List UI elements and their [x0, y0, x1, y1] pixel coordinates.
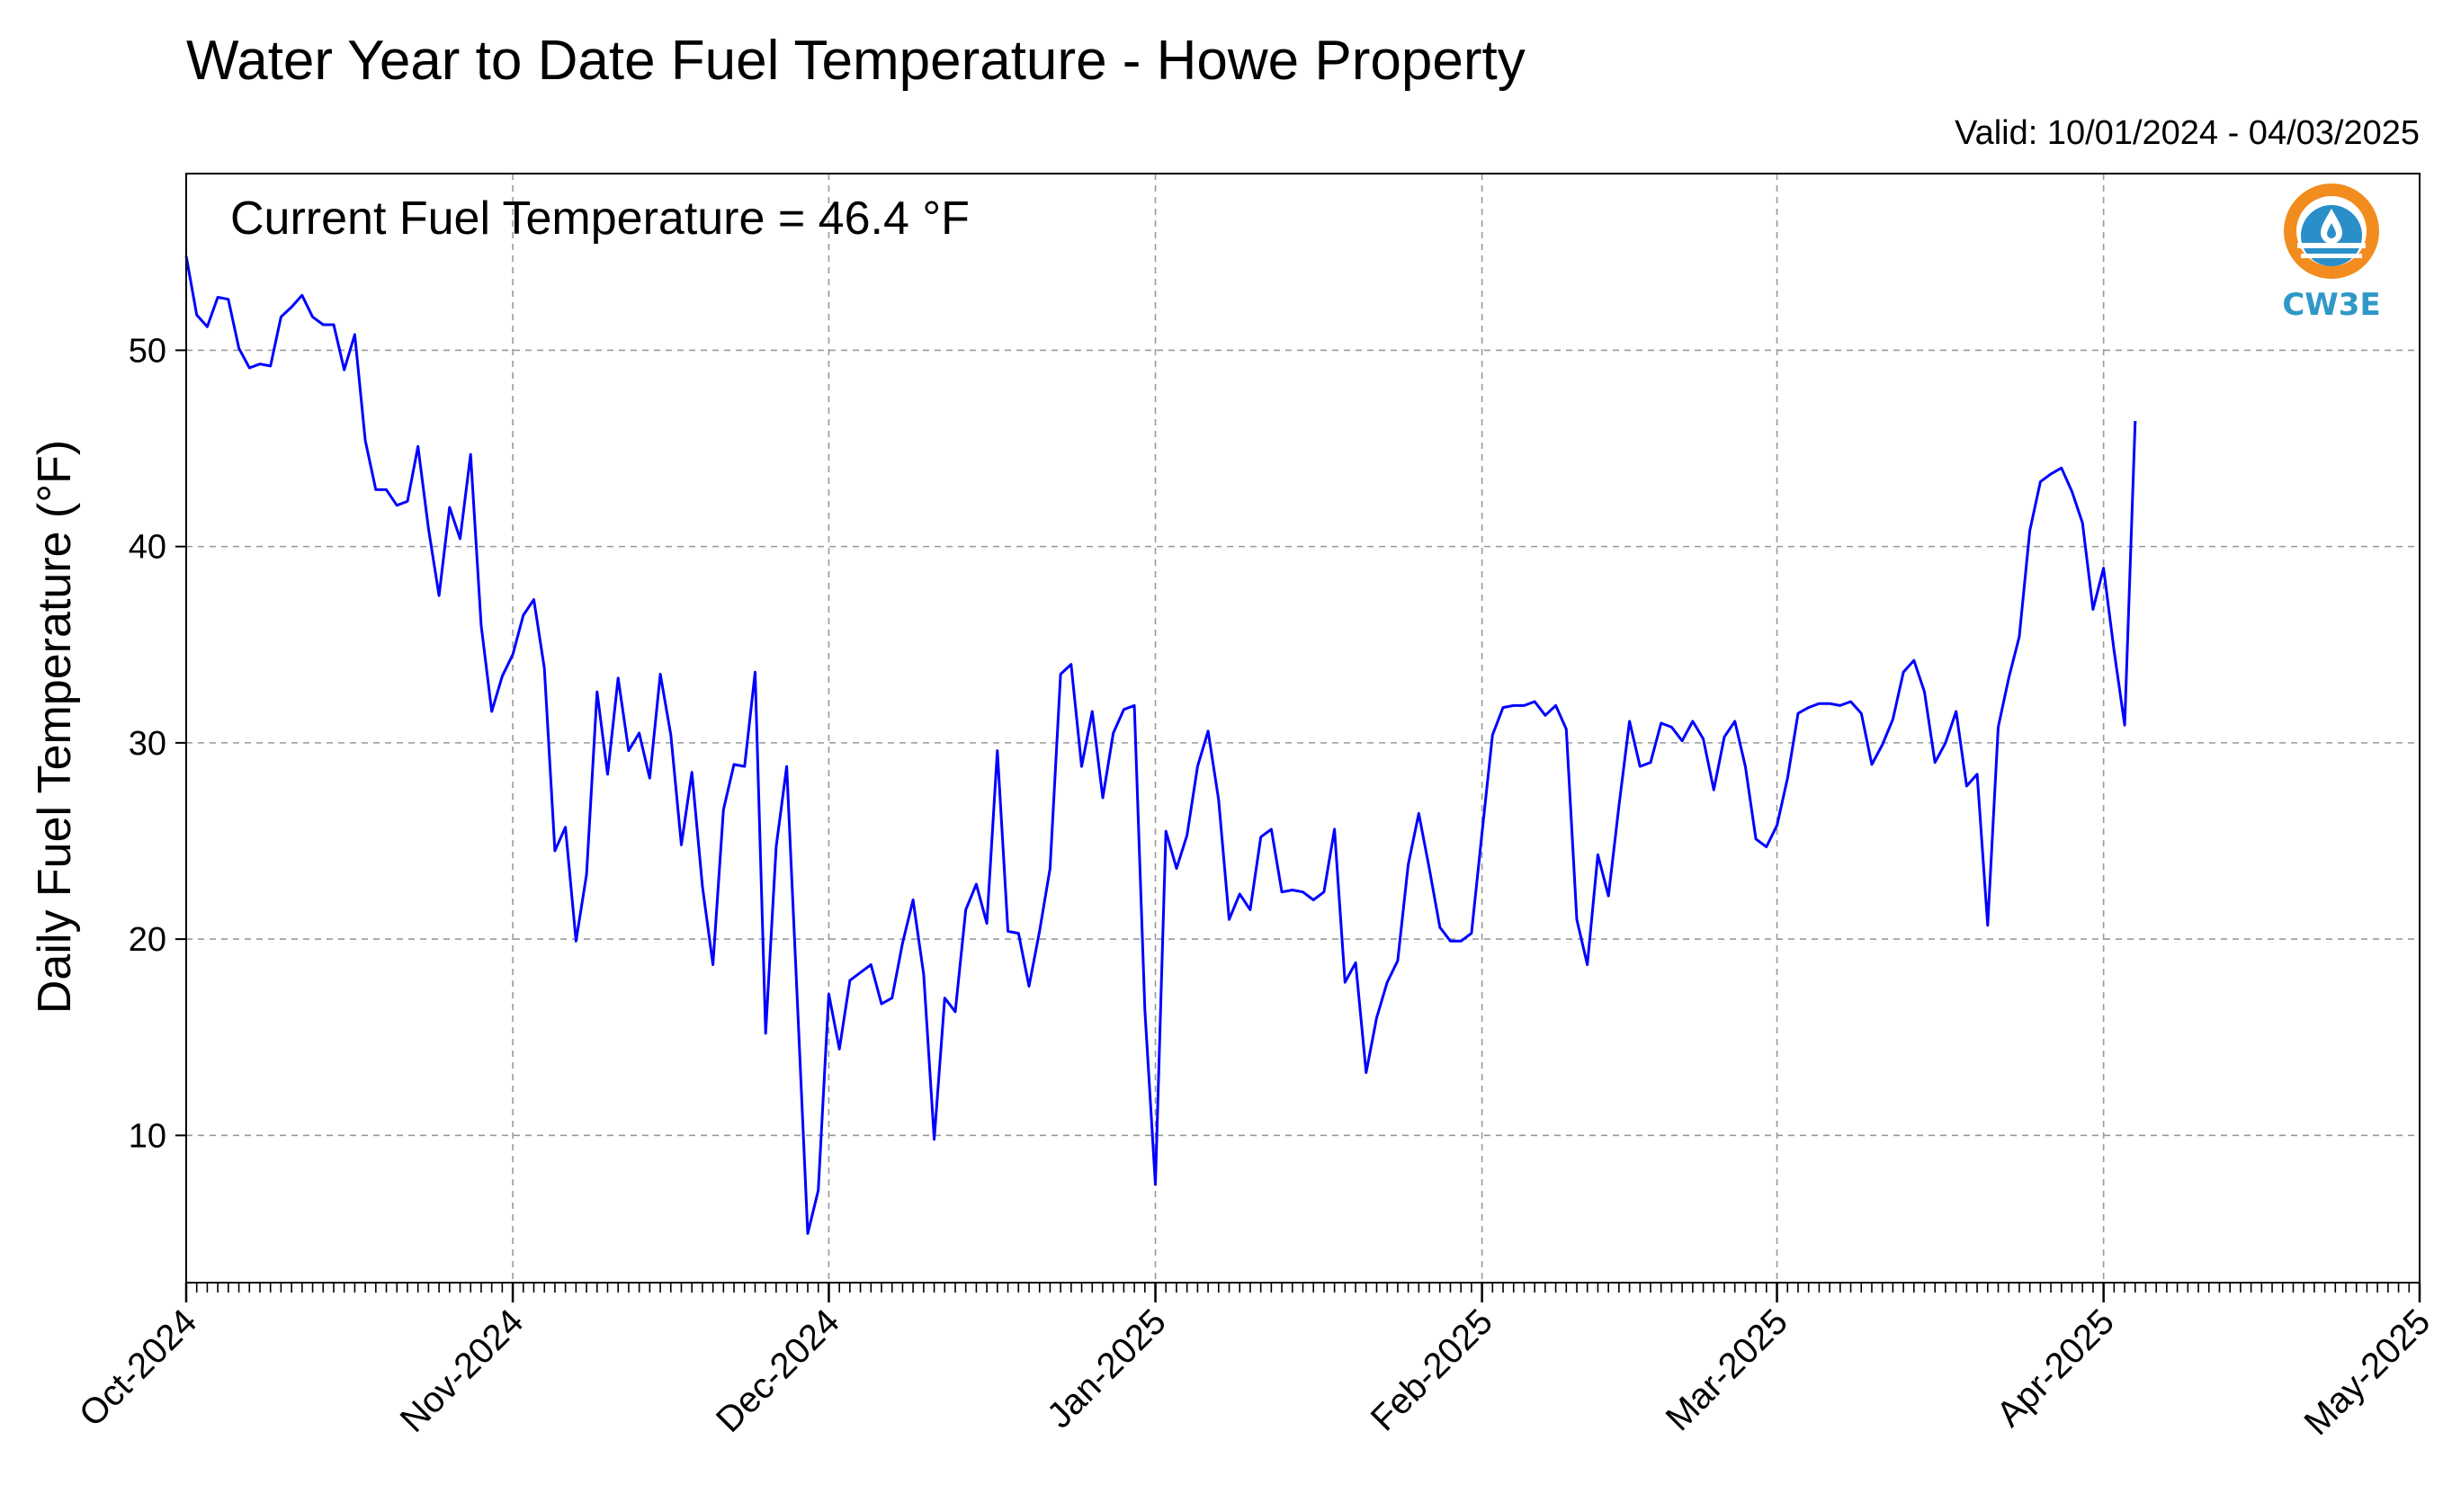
x-tick-label: Dec-2024 [709, 1302, 847, 1440]
y-tick-label: 50 [129, 332, 166, 370]
y-tick-labels: 10 20 30 40 50 [129, 332, 166, 1155]
x-tick-label: Jan-2025 [1040, 1302, 1174, 1436]
logo-wave-1 [2297, 243, 2366, 248]
plot-frame [185, 173, 2421, 1284]
valid-date-range: Valid: 10/01/2024 - 04/03/2025 [1955, 114, 2420, 152]
grid-lines [186, 174, 2420, 1283]
x-tick-label: Nov-2024 [393, 1302, 532, 1440]
x-tick-label: Oct-2024 [72, 1302, 204, 1434]
axis-ticks [175, 349, 2421, 1302]
x-tick-label: Mar-2025 [1659, 1302, 1795, 1438]
x-tick-labels: Oct-2024 Nov-2024 Dec-2024 Jan-2025 Feb-2025… [72, 1302, 2438, 1443]
logo-wave-2 [2301, 254, 2362, 258]
current-temperature-annotation: Current Fuel Temperature = 46.4 °F [230, 192, 970, 245]
water-drop-inner-icon [2327, 223, 2336, 238]
y-tick-label: 20 [129, 921, 166, 959]
x-tick-label: Apr-2025 [1990, 1302, 2122, 1434]
y-axis-label: Daily Fuel Temperature (°F) [29, 440, 81, 1014]
x-tick-label: May-2025 [2296, 1302, 2438, 1443]
x-tick-label: Feb-2025 [1364, 1302, 1500, 1438]
y-tick-label: 10 [129, 1117, 166, 1155]
y-tick-label: 30 [129, 725, 166, 763]
logo-orange-ring [2284, 183, 2379, 279]
cw3e-logo: CW3E [2282, 183, 2381, 323]
logo-text: CW3E [2282, 287, 2380, 323]
y-tick-label: 40 [129, 529, 166, 567]
chart-title: Water Year to Date Fuel Temperature - Ho… [186, 30, 1526, 92]
fuel-temperature-line [184, 255, 2137, 1235]
